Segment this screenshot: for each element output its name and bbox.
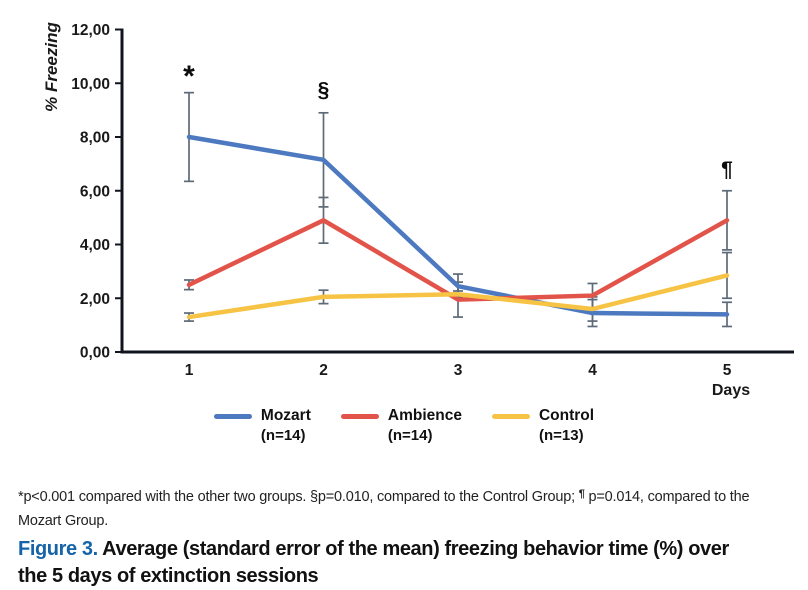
x-tick-label: 4 bbox=[588, 362, 597, 379]
pilcrow-symbol: ¶ bbox=[578, 487, 585, 500]
control-line-swatch bbox=[491, 414, 530, 419]
x-tick-label: 1 bbox=[185, 362, 194, 379]
statistics-footnote: *p<0.001 compared with the other two gro… bbox=[18, 486, 780, 533]
series-line-control bbox=[186, 273, 730, 320]
legend-n-mozart: (n=14) bbox=[260, 427, 306, 445]
mozart-line-swatch bbox=[213, 414, 252, 419]
ambience-line-swatch bbox=[340, 414, 379, 419]
y-tick-label: 4,00 bbox=[80, 237, 110, 254]
y-tick-label: 12,00 bbox=[71, 22, 110, 39]
series-line-mozart bbox=[186, 134, 730, 317]
chart-legend: Mozart (n=14) Ambience (n=14) Control (n… bbox=[0, 406, 808, 446]
x-axis-title: Days bbox=[712, 382, 750, 399]
y-tick-label: 6,00 bbox=[80, 183, 110, 200]
significance-marker: * bbox=[183, 60, 195, 93]
legend-item-mozart: Mozart (n=14) bbox=[213, 406, 311, 446]
significance-marker: § bbox=[318, 79, 330, 102]
footnote-part1: *p<0.001 compared with the other two gro… bbox=[18, 488, 579, 505]
footnote-part2: p=0.014, compared to the Mozart Group. bbox=[18, 488, 750, 529]
y-tick-label: 2,00 bbox=[80, 291, 110, 308]
y-tick-label: 0,00 bbox=[80, 345, 110, 362]
y-tick-label: 8,00 bbox=[80, 130, 110, 147]
y-axis-title: % Freezing bbox=[42, 22, 61, 112]
significance-marker: ¶ bbox=[721, 158, 733, 181]
legend-n-ambience: (n=14) bbox=[387, 427, 433, 445]
legend-item-control: Control (n=13) bbox=[491, 406, 595, 446]
y-tick-label: 10,00 bbox=[71, 76, 110, 93]
legend-item-ambience: Ambience (n=14) bbox=[340, 406, 462, 446]
legend-label-mozart: Mozart bbox=[260, 407, 311, 424]
x-tick-label: 3 bbox=[454, 362, 463, 379]
legend-label-ambience: Ambience bbox=[387, 407, 462, 424]
legend-label-control: Control bbox=[538, 407, 595, 424]
figure-caption: Figure 3. Average (standard error of the… bbox=[18, 536, 730, 590]
legend-n-control: (n=13) bbox=[538, 427, 584, 445]
x-tick-label: 2 bbox=[319, 362, 328, 379]
figure-number-label: Figure 3. bbox=[18, 538, 98, 560]
line-chart-canvas: 0,00 2,00 4,00 6,00 8,00 10,00 12,00 1 2 3 4 5 Days%… bbox=[42, 22, 794, 399]
x-tick-label: 5 bbox=[723, 362, 732, 379]
series-line-ambience bbox=[186, 218, 730, 302]
figure-caption-text: Average (standard error of the mean) fre… bbox=[18, 538, 729, 587]
